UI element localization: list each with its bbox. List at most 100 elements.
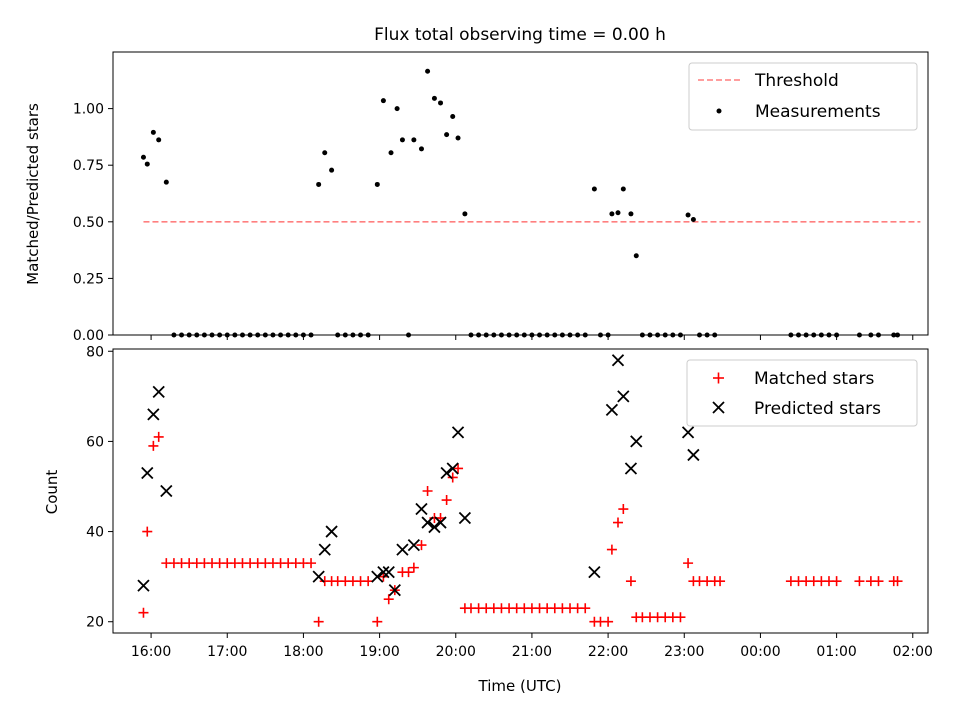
measurement-point — [462, 211, 468, 217]
matched-star-point — [142, 526, 153, 537]
matched-star-point — [153, 431, 164, 442]
matched-star-point — [683, 558, 694, 569]
count-x-tick-label: 20:00 — [436, 644, 476, 660]
count-x-tick-label: 18:00 — [283, 644, 323, 660]
count-x-tick-label: 19:00 — [359, 644, 399, 660]
measurement-point — [322, 150, 328, 156]
measurement-point — [163, 179, 169, 185]
count-x-ticks: 16:00 17:00 18:00 19:00 20:00 21:00 22:00 23:00… — [131, 633, 933, 660]
predicted-star-point — [428, 520, 441, 534]
measurement-point — [399, 137, 405, 143]
predicted-star-point — [141, 466, 154, 480]
predicted-star-point — [446, 462, 459, 475]
measurement-point — [591, 186, 597, 192]
ratio-y-ticks: 0.00 0.25 0.50 0.75 1.00 — [73, 102, 113, 344]
predicted-star-point — [388, 584, 401, 597]
matched-star-point — [892, 576, 903, 587]
predicted-star-point — [605, 403, 619, 416]
measurement-point — [690, 217, 696, 223]
predicted-star-point — [630, 435, 643, 448]
predicted-star-point — [312, 570, 325, 583]
ratio-panel: Flux total observing time = 0.00 h 0.000… — [24, 25, 929, 344]
matched-stars-legend-label: Matched stars — [754, 369, 874, 389]
predicted-star-point — [377, 566, 390, 579]
count-x-tick-label: 21:00 — [512, 644, 552, 660]
matched-star-point — [383, 594, 394, 605]
count-panel: 20 40 60 80 16:00 17:00 18:00 19:00 20:00 21:00 2… — [43, 344, 933, 695]
predicted-star-point — [681, 426, 695, 439]
count-y-tick-label: 40 — [86, 525, 104, 541]
matched-star-point — [606, 544, 617, 555]
measurement-point — [455, 135, 461, 141]
count-x-axis-label: Time (UTC) — [478, 677, 562, 695]
measurement-point — [380, 98, 386, 104]
threshold-legend-label: Threshold — [754, 71, 839, 91]
predicted-star-point — [434, 516, 447, 529]
predicted-star-point — [440, 466, 453, 480]
matched-star-point — [580, 603, 591, 614]
matched-star-point — [372, 616, 383, 627]
predicted-star-point — [160, 484, 173, 498]
count-y-tick-label: 20 — [86, 615, 104, 631]
matched-stars-legend-swatch — [713, 372, 724, 384]
count-x-tick-label: 00:00 — [740, 644, 780, 660]
measurement-point — [388, 150, 394, 156]
measurement-point — [150, 129, 156, 135]
ratio-legend-box — [688, 62, 918, 131]
predicted-star-point — [415, 502, 428, 516]
count-axes-frame — [112, 348, 929, 634]
measurement-point — [615, 210, 621, 216]
matched-star-point — [403, 567, 414, 578]
chart-title: Flux total observing time = 0.00 h — [374, 25, 666, 45]
predicted-stars-legend-label: Predicted stars — [754, 399, 881, 419]
predicted-star-point — [147, 408, 160, 421]
matched-star-point — [715, 576, 726, 587]
count-y-axis-label: Count — [43, 470, 61, 515]
predicted-stars-legend-swatch — [712, 401, 725, 414]
count-x-tick-label: 23:00 — [664, 644, 704, 660]
measurement-point — [329, 167, 335, 173]
count-y-ticks: 20 40 60 80 — [86, 344, 113, 631]
count-x-tick-label: 17:00 — [207, 644, 247, 660]
predicted-star-point — [318, 543, 331, 556]
matched-star-point — [422, 486, 433, 496]
count-x-tick-label: 01:00 — [816, 644, 856, 660]
ratio-y-tick-label: 0.50 — [73, 215, 104, 231]
ratio-axes-frame — [112, 51, 929, 336]
measurement-point — [609, 211, 615, 217]
predicted-star-point — [325, 525, 338, 538]
measurement-point — [450, 114, 456, 120]
predicted-star-point — [421, 516, 434, 529]
predicted-star-point — [687, 448, 700, 462]
measurement-point — [316, 181, 322, 187]
matched-star-point — [831, 576, 842, 587]
predicted-star-point — [371, 570, 384, 583]
measurements-legend-swatch — [716, 108, 722, 114]
predicted-star-point — [624, 462, 638, 475]
measurement-point — [633, 253, 639, 259]
measurement-point — [140, 154, 146, 160]
count-x-tick-label: 02:00 — [893, 644, 933, 660]
measurement-point — [685, 212, 691, 218]
ratio-x-ticks — [150, 335, 914, 340]
measurement-point — [418, 146, 424, 152]
measurement-point — [431, 95, 437, 101]
ratio-y-tick-label: 0.75 — [73, 158, 104, 174]
matched-star-point — [612, 517, 623, 528]
predicted-star-point — [451, 426, 465, 439]
matched-star-point — [453, 463, 464, 474]
matched-star-point — [618, 504, 629, 515]
predicted-star-point — [588, 566, 601, 579]
count-legend: Matched stars Predicted stars — [686, 359, 918, 427]
predicted-star-point — [396, 543, 409, 556]
predicted-star-point — [407, 538, 421, 552]
matched-star-point — [625, 576, 636, 587]
predicted-star-point — [152, 385, 165, 398]
predicted-star-point — [382, 566, 395, 579]
matched-star-point — [416, 540, 427, 551]
measurement-point — [628, 211, 634, 217]
ratio-y-tick-label: 1.00 — [73, 102, 104, 118]
measurement-point — [156, 137, 162, 143]
matched-star-point — [447, 472, 458, 483]
